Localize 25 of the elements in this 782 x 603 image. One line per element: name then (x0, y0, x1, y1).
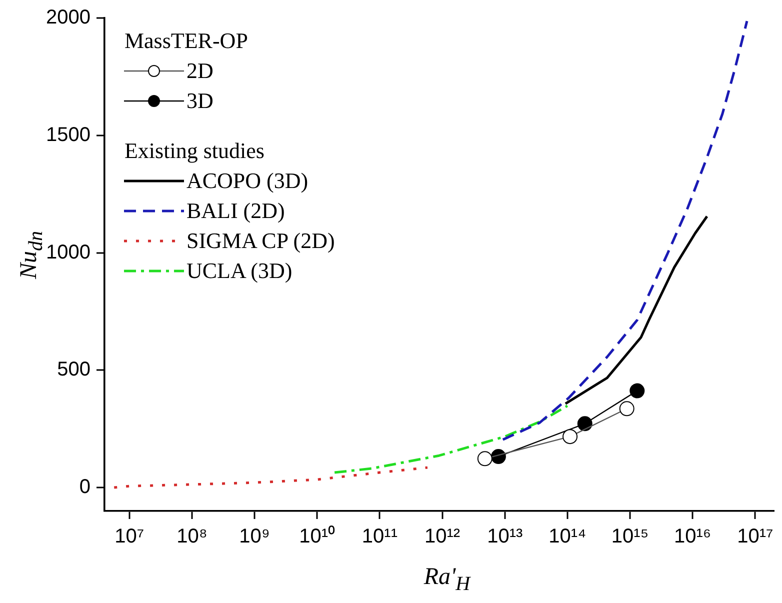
x-tick-label: 10⁸ (176, 526, 208, 548)
legend-label: 2D (186, 57, 214, 85)
x-tick-label: 10¹² (424, 526, 460, 548)
x-tick-label: 10¹⁶ (674, 526, 712, 548)
y-tick-label: 1500 (46, 124, 90, 146)
x-tick-label: 10¹⁵ (611, 526, 649, 548)
legend-label: 3D (186, 87, 214, 115)
legend-label: UCLA (3D) (186, 257, 292, 285)
x-tick-label: 10¹¹ (362, 526, 398, 548)
x-tick-label: 10¹³ (487, 526, 523, 548)
x-tick-label: 10⁹ (239, 526, 270, 548)
y-tick-label: 500 (57, 358, 90, 381)
legend-label: ACOPO (3D) (186, 167, 308, 195)
legend-label: BALI (2D) (186, 197, 285, 225)
x-tick-label: 10⁷ (114, 526, 144, 548)
x-tick-label: 10¹⁰ (299, 524, 336, 548)
annotation: Existing studies (124, 137, 266, 165)
legend-label: SIGMA CP (2D) (186, 227, 335, 255)
x-tick-label: 10¹⁴ (548, 526, 586, 548)
y-tick-label: 0 (79, 476, 90, 498)
x-tick-label: 10¹⁷ (737, 526, 774, 548)
y-tick-label: 1000 (46, 241, 90, 264)
annotation: MassTER-OP (124, 27, 249, 55)
y-tick-label: 2000 (46, 6, 90, 29)
x-axis-title: Ra'$_{H}$ (424, 564, 470, 596)
